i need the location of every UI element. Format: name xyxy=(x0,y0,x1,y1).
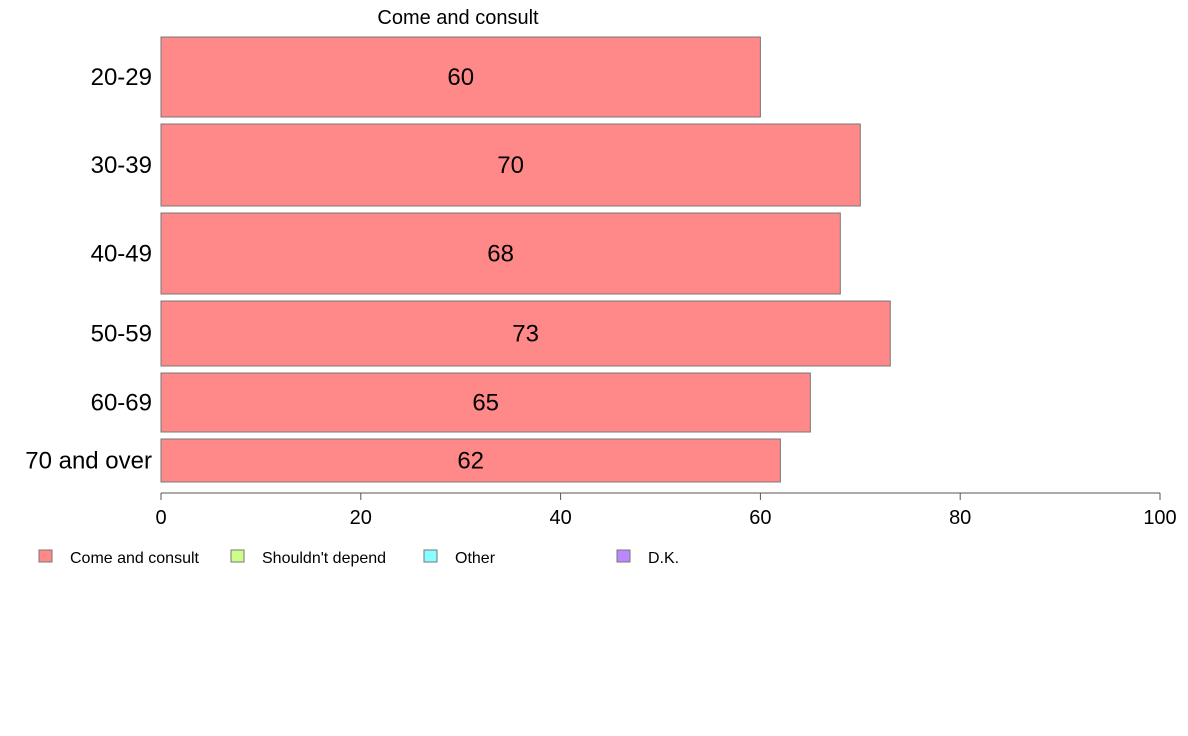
bar-60-69 xyxy=(160,372,811,433)
bar-50-59 xyxy=(160,300,891,367)
bar-20-29 xyxy=(160,36,761,118)
legend-swatch xyxy=(423,549,438,563)
value-label: 73 xyxy=(512,321,539,348)
category-label: 20-29 xyxy=(91,64,152,91)
x-tick-label: 40 xyxy=(549,507,571,529)
category-label: 60-69 xyxy=(91,390,152,417)
value-label: 68 xyxy=(487,241,514,268)
category-label: 70 and over xyxy=(25,448,152,475)
category-labels: 20-29 30-39 40-49 50-59 60-69 70 and over xyxy=(25,64,152,475)
value-label: 62 xyxy=(457,448,484,475)
x-tick-label: 0 xyxy=(155,507,166,529)
value-label: 70 xyxy=(497,152,524,179)
legend-swatch xyxy=(230,549,245,563)
legend-swatch xyxy=(38,549,53,563)
x-axis: 0 20 40 60 80 100 xyxy=(155,492,1177,529)
category-label: 50-59 xyxy=(91,321,152,348)
x-tick-label: 20 xyxy=(350,507,372,529)
legend-swatch xyxy=(616,549,631,563)
legend-label: Come and consult xyxy=(70,550,200,567)
legend-label: D.K. xyxy=(648,550,679,567)
value-label: 60 xyxy=(447,64,474,91)
legend-label: Shouldn't depend xyxy=(262,550,386,567)
value-label: 65 xyxy=(472,390,499,417)
bars-group xyxy=(160,36,891,483)
bar-70-and-over xyxy=(160,438,781,483)
legend-label: Other xyxy=(455,550,496,567)
legend: Come and consult Shouldn't depend Other D.K… xyxy=(38,549,679,567)
bar-30-39 xyxy=(160,123,861,207)
x-tick-label: 80 xyxy=(949,507,971,529)
x-tick-label: 60 xyxy=(749,507,771,529)
x-tick-label: 100 xyxy=(1143,507,1176,529)
chart-title: Come and consult xyxy=(377,7,539,29)
bar-40-49 xyxy=(160,212,841,295)
category-label: 30-39 xyxy=(91,152,152,179)
category-label: 40-49 xyxy=(91,241,152,268)
value-labels: 60 70 68 73 65 62 xyxy=(447,64,539,475)
